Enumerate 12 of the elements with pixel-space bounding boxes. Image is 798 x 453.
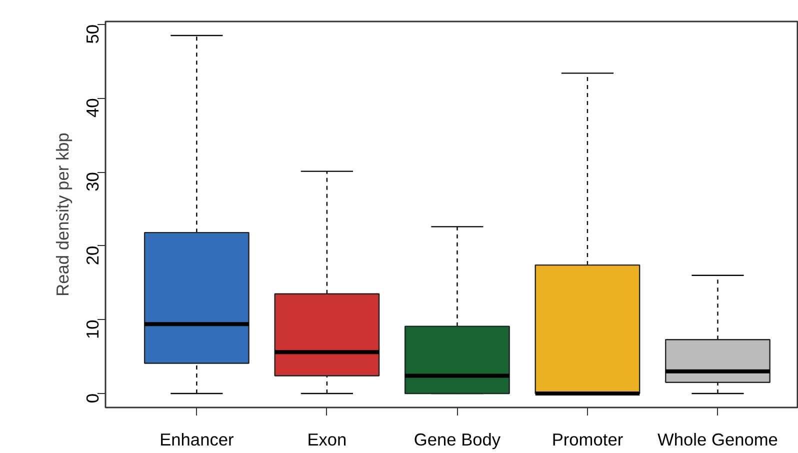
y-tick-label: 10 (82, 320, 102, 339)
x-tick-label: Gene Body (414, 430, 501, 450)
y-axis-title: Read density per kbp (52, 132, 72, 296)
x-tick-label: Exon (307, 430, 347, 450)
x-tick-label: Enhancer (160, 430, 234, 450)
y-tick-label: 30 (82, 172, 102, 192)
y-tick-label: 0 (82, 393, 102, 404)
y-tick-label: 20 (82, 246, 102, 266)
x-tick-label: Promoter (552, 430, 624, 450)
y-tick-label: 40 (82, 98, 102, 118)
y-tick-label: 50 (82, 24, 102, 44)
x-tick-label: Whole Genome (658, 430, 778, 450)
